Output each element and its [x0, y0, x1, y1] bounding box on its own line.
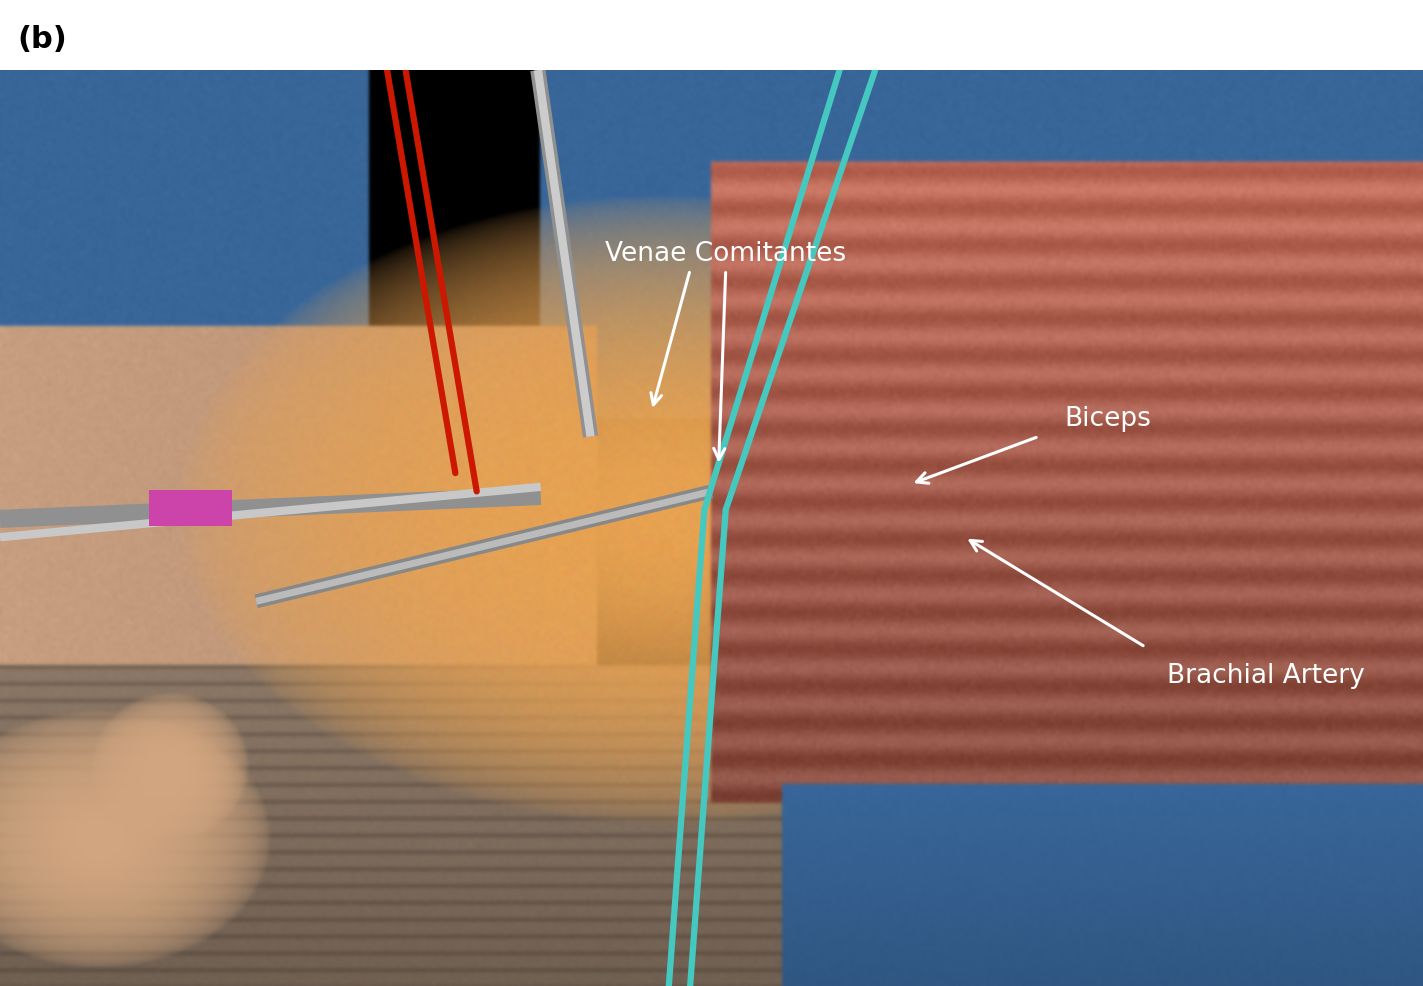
Text: Biceps: Biceps	[1064, 405, 1151, 432]
Text: Brachial Artery: Brachial Artery	[1167, 662, 1365, 688]
Text: (b): (b)	[17, 25, 67, 53]
Bar	[149, 490, 232, 527]
Text: Venae Comitantes: Venae Comitantes	[605, 241, 847, 267]
